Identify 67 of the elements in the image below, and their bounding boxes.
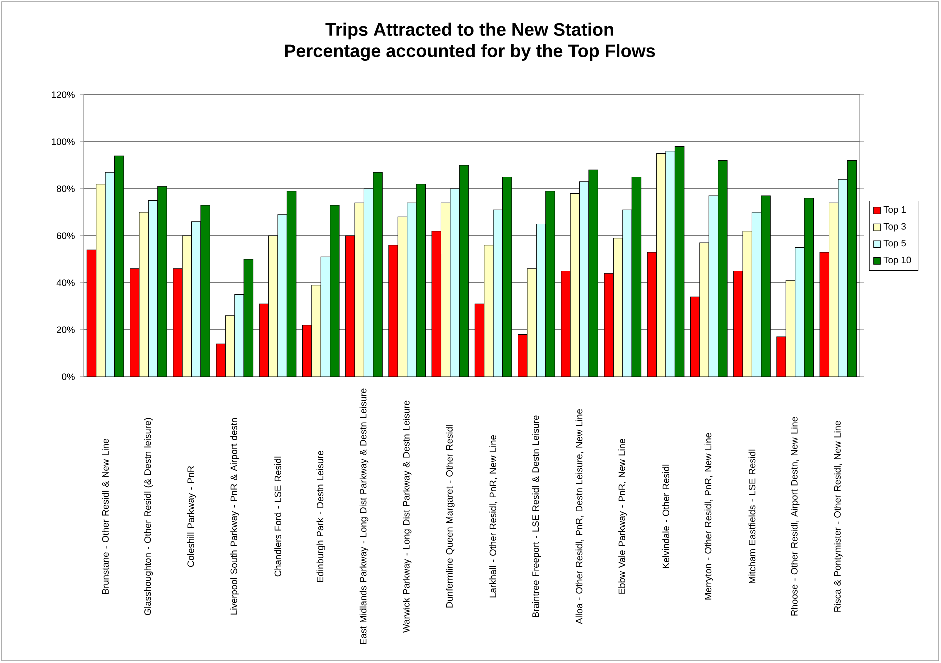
y-tick-label: 80%	[57, 186, 75, 192]
x-tick-label: Risca & Pontymister - Other Residl, New Line	[834, 421, 843, 612]
x-tick-label: Chandlers Ford - LSE Residl	[274, 456, 282, 577]
bar	[622, 210, 632, 377]
x-tick-label: Edinburgh Park - Destn Leisure	[316, 451, 326, 582]
bar	[795, 247, 805, 377]
x-tick-label: Liverpool South Parkway - PnR & Airport destn	[230, 418, 240, 615]
x-tick-label: Merryton - Other Residl, PnR, New Line	[704, 433, 714, 600]
bar	[407, 202, 417, 377]
bar	[690, 296, 700, 377]
bar	[666, 151, 676, 377]
bar	[86, 250, 97, 377]
bar	[647, 252, 658, 377]
bar	[518, 334, 528, 377]
bar	[776, 336, 786, 377]
x-tick-label: Kelvindale - Other Residl	[662, 464, 670, 568]
bar	[604, 273, 614, 377]
bar	[278, 214, 288, 377]
x-tick-label: Rhoose - Other Residl, Airport Destn, New Line	[791, 417, 800, 616]
bar	[234, 294, 244, 377]
x-tick-label: Brunstane - Other Residl & New Line	[102, 439, 109, 594]
bar	[364, 188, 374, 377]
x-tick-label: Coleshill Parkway - PnR	[187, 466, 196, 568]
x-tick-label: Mitcham Eastfields - LSE Residl	[748, 450, 756, 584]
x-tick-label: Warwick Parkway - Long Dist Parkway & Destn Leisure	[403, 400, 412, 633]
bar	[173, 268, 183, 377]
y-tick-label: 120%	[52, 92, 75, 98]
bar	[838, 179, 848, 377]
x-tick-label: Glasshoughton - Other Residl (& Destn leisure)	[144, 418, 154, 616]
x-tick-label: Larkhall - Other Residl, PnR, New Line	[490, 435, 498, 598]
bar	[216, 344, 226, 377]
bar	[734, 270, 744, 377]
legend-label: Top 10	[884, 256, 912, 266]
bar	[561, 270, 571, 377]
y-tick-label: 0%	[62, 374, 75, 380]
chart-title: Trips Attracted to the New Station	[326, 22, 614, 40]
bar	[752, 212, 762, 377]
y-tick-label: 20%	[57, 326, 75, 334]
bar	[148, 200, 158, 377]
y-tick-label: 60%	[57, 232, 75, 240]
bar	[302, 325, 312, 377]
x-tick-label: Dunfermline Queen Margaret - Other Residl	[446, 426, 455, 608]
bar	[432, 231, 442, 377]
bar	[105, 172, 116, 377]
legend-label: Top 5	[884, 240, 906, 249]
bar	[474, 304, 485, 377]
bar	[493, 210, 504, 377]
bar	[820, 252, 830, 377]
bar	[130, 268, 140, 377]
bar	[450, 188, 460, 377]
bar	[708, 196, 719, 377]
bar	[346, 236, 356, 377]
chart-subtitle: Percentage accounted for by the Top Flows	[285, 44, 656, 62]
x-tick-label: East Midlands Parkway - Long Dist Parkway & Destn Leisure	[360, 388, 369, 644]
legend-label: Top 3	[884, 223, 906, 232]
bar	[388, 245, 398, 377]
x-tick-label: Braintree Freeport - LSE Residl & Destn Leisure	[532, 416, 542, 618]
y-tick-label: 40%	[56, 280, 75, 286]
bar	[536, 224, 546, 377]
bar	[192, 222, 202, 377]
bar	[320, 256, 331, 377]
x-tick-label: Alloa - Other Residl, PnR, Destn Leisure, New Line	[576, 410, 584, 624]
y-tick-label: 100%	[52, 138, 75, 146]
legend-label: Top 1	[884, 206, 906, 215]
bar	[259, 304, 270, 377]
x-tick-label: Ebbw Vale Parkway - PnR, New Line	[618, 439, 628, 594]
bar	[580, 182, 590, 377]
